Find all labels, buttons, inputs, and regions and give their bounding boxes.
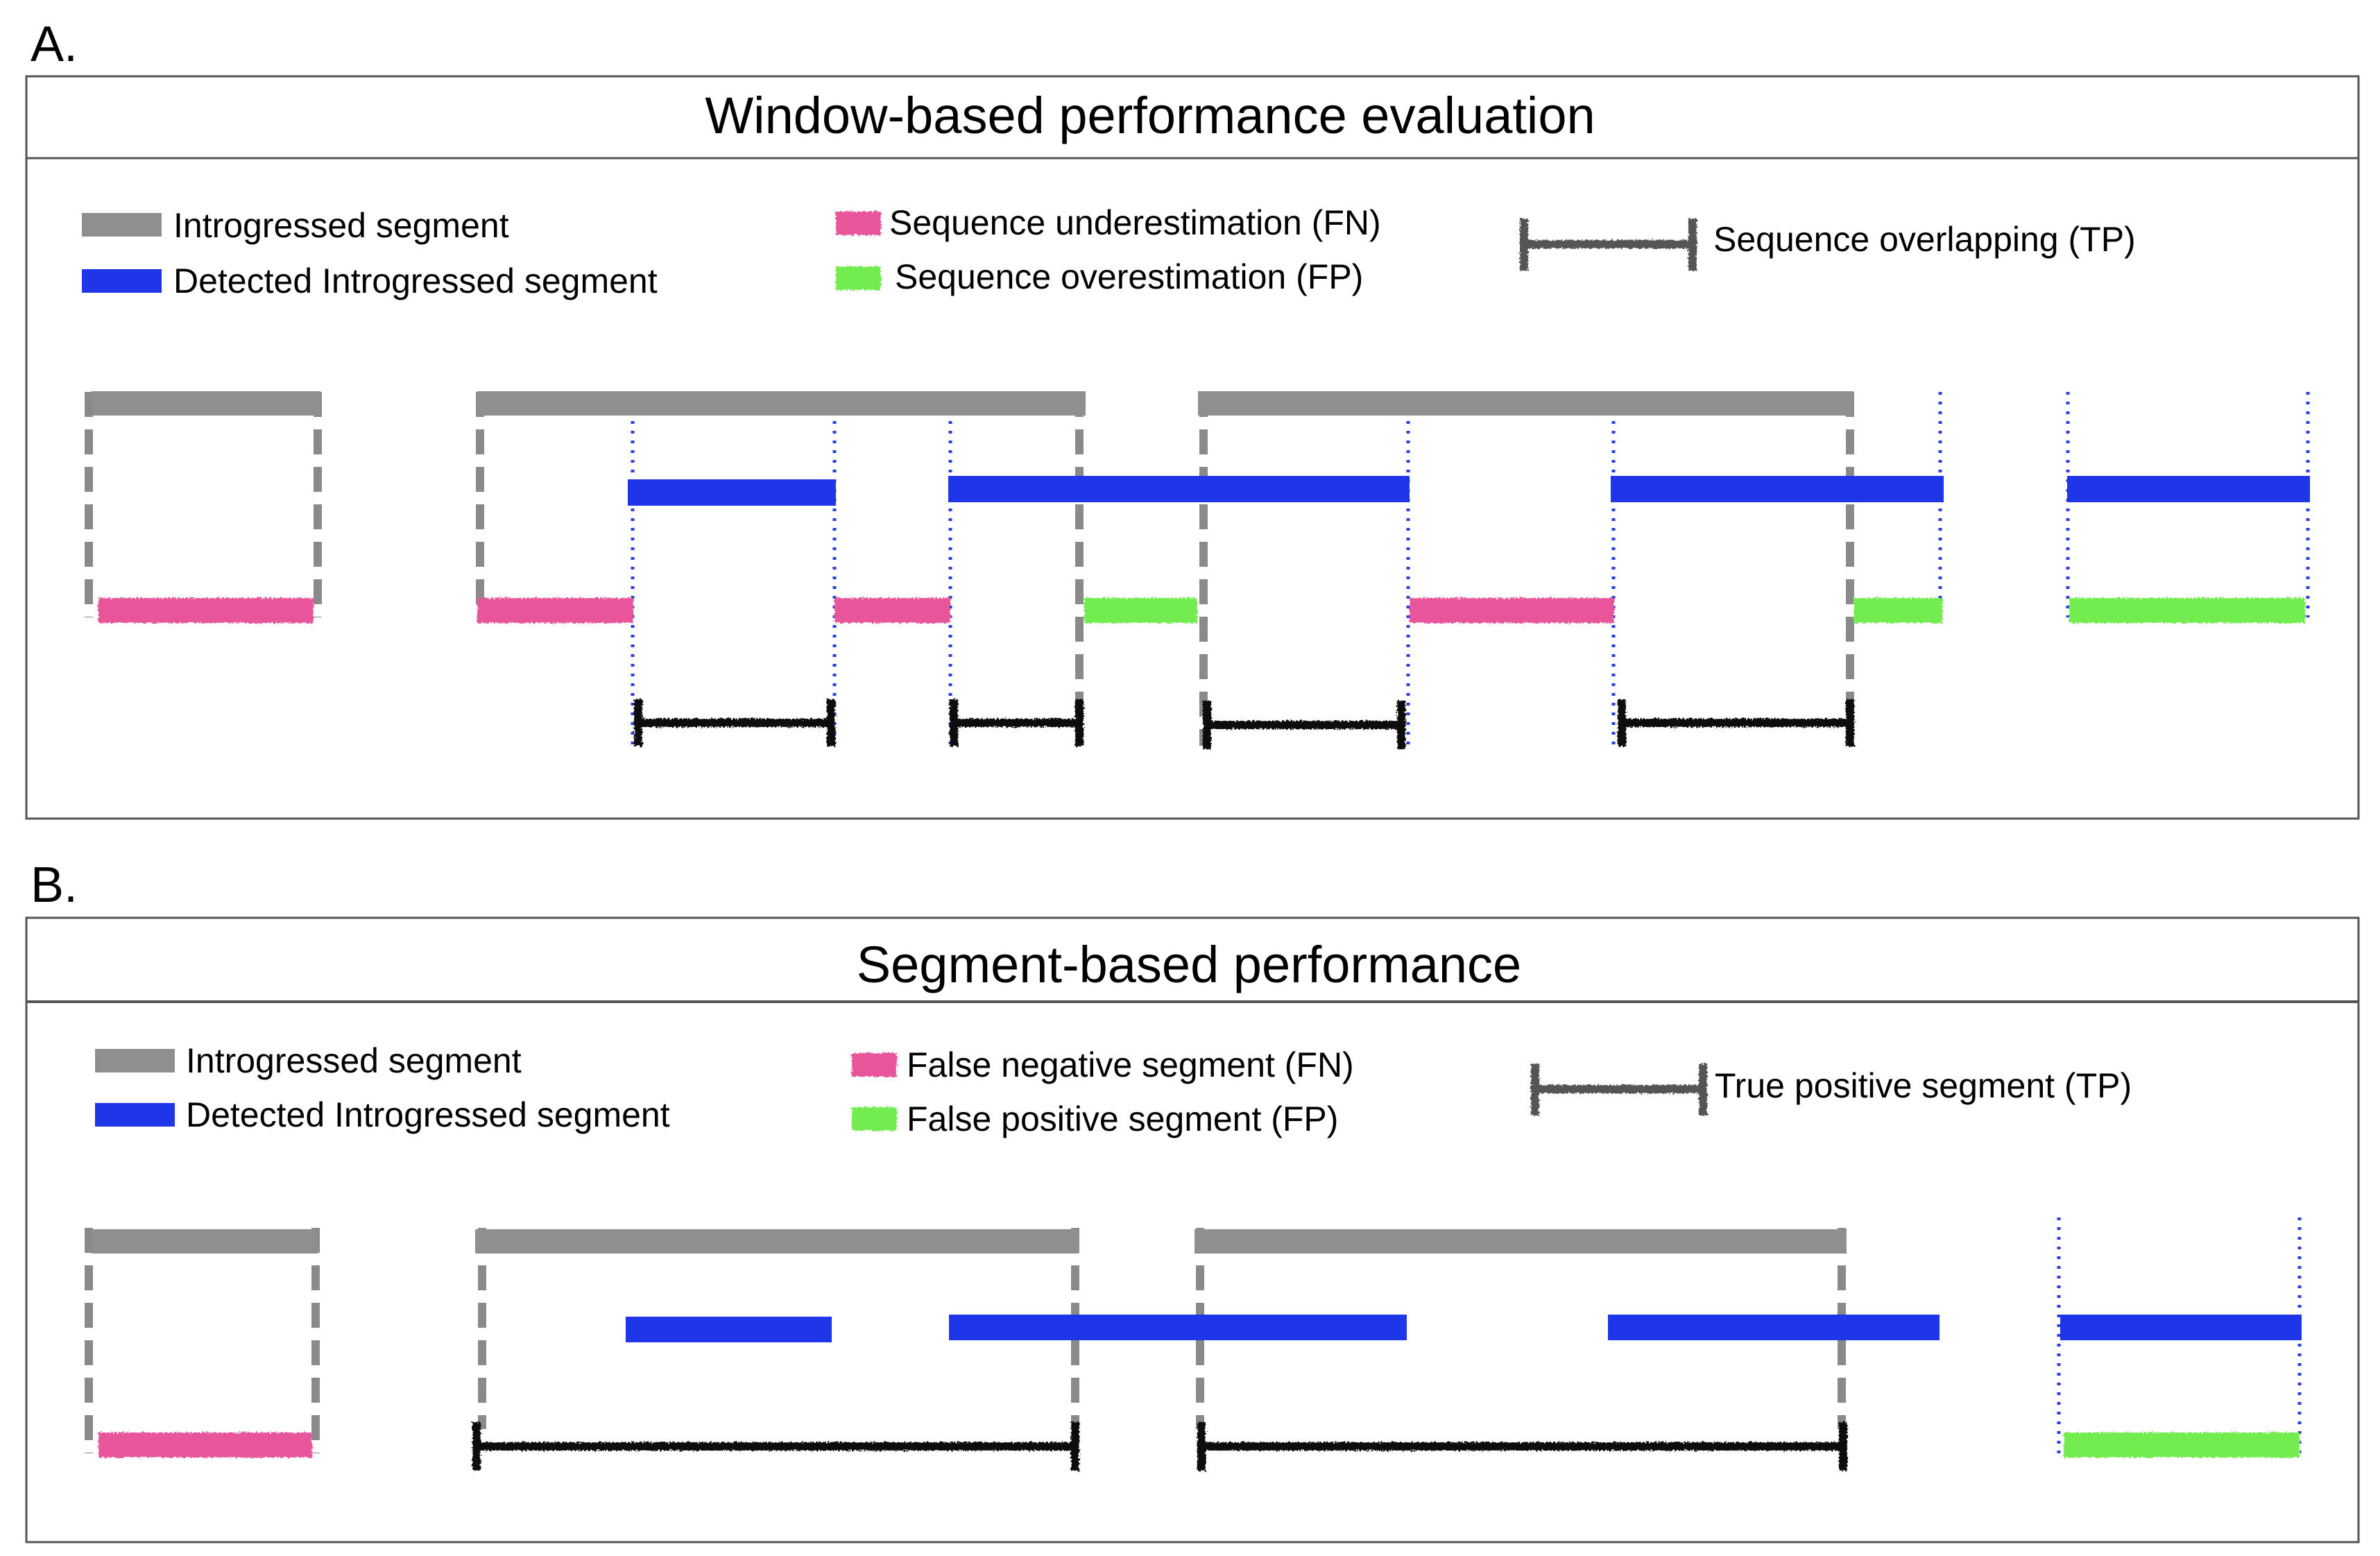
legend-tp-swatch <box>1520 219 1697 271</box>
legend-fn-swatch <box>836 212 881 235</box>
detected-bar <box>948 476 1410 502</box>
legend-detected-label: Detected Introgressed segment <box>186 1095 670 1134</box>
legend-tp-label: Sequence overlapping (TP) <box>1713 220 2136 259</box>
legend-fp-swatch <box>852 1107 897 1131</box>
fp-segment <box>1854 598 1942 623</box>
fp-segment <box>1084 598 1197 623</box>
introgressed-bar <box>92 391 320 416</box>
fp-segment <box>2069 598 2305 623</box>
panel-b-drawing <box>85 1217 2302 1471</box>
fn-segment <box>834 598 950 623</box>
panel-a-drawing <box>85 391 2310 749</box>
panel-b-frame <box>25 916 2360 1544</box>
panel-b-fp-bars <box>2064 1433 2300 1457</box>
legend-tp-swatch <box>1531 1063 1707 1115</box>
panel-b-detected-bars <box>626 1315 2302 1342</box>
legend-fp-swatch <box>836 266 881 290</box>
legend-tp-label: True positive segment (TP) <box>1715 1066 2132 1105</box>
tp-bracket <box>950 699 1084 746</box>
legend-fp-label: False positive segment (FP) <box>907 1100 1338 1138</box>
panel-a-gray-guides <box>85 392 1854 746</box>
panel-b-letter: B. <box>31 857 78 913</box>
introgressed-bar <box>475 1229 1079 1254</box>
fp-segment <box>2064 1433 2300 1457</box>
tp-bracket <box>634 699 835 746</box>
introgressed-bar <box>1195 1229 1847 1254</box>
panel-a-frame <box>25 75 2360 820</box>
detected-bar <box>626 1317 832 1342</box>
panel-a-tp-brackets <box>634 699 1854 749</box>
fn-segment <box>99 598 314 623</box>
detected-bar <box>1611 476 1944 502</box>
panel-a-detected-bars <box>628 476 2310 506</box>
panel-b-tp-brackets <box>472 1422 1847 1471</box>
panel-a-letter: A. <box>31 17 78 72</box>
panel-b-gray-guides <box>85 1228 1846 1453</box>
legend-detected-label: Detected Introgressed segment <box>173 262 658 300</box>
introgressed-bar <box>92 1229 318 1254</box>
legend-detected-swatch <box>95 1103 175 1127</box>
panel-b-title: Segment-based performance <box>857 936 1521 993</box>
fn-segment <box>99 1433 312 1457</box>
panel-b-introgressed-bars <box>92 1229 1847 1254</box>
legend-fn-swatch <box>852 1053 897 1077</box>
introgressed-bar <box>1198 391 1854 416</box>
tp-bracket <box>472 1422 1079 1471</box>
panel-a-blue-guides <box>631 392 2310 746</box>
fn-segment <box>477 598 633 623</box>
legend-introgressed-label: Introgressed segment <box>173 206 509 245</box>
legend-fp-label: Sequence overestimation (FP) <box>895 257 1363 296</box>
tp-bracket <box>1203 701 1405 749</box>
panel-a-introgressed-bars <box>92 391 1854 416</box>
panel-a: A. Window-based performance evaluation I… <box>25 17 2360 820</box>
panel-a-fp-bars <box>1084 598 2305 623</box>
legend-introgressed-label: Introgressed segment <box>186 1041 522 1080</box>
detected-bar <box>2067 476 2310 502</box>
detected-bar <box>949 1315 1407 1340</box>
panel-b: B. Segment-based performance Introgresse… <box>25 857 2360 1544</box>
tp-bracket <box>1618 699 1854 746</box>
detected-bar <box>628 479 836 506</box>
tp-bracket <box>1197 1422 1847 1471</box>
legend-detected-swatch <box>82 269 162 293</box>
legend-introgressed-swatch <box>82 213 162 237</box>
fn-segment <box>1410 598 1614 623</box>
introgressed-bar <box>477 391 1086 416</box>
panel-a-title: Window-based performance evaluation <box>705 87 1595 144</box>
panel-a-fn-bars <box>99 598 1614 623</box>
legend-introgressed-swatch <box>95 1049 175 1072</box>
panel-b-fn-bars <box>99 1433 312 1457</box>
panel-a-legend: Introgressed segment Detected Introgress… <box>82 203 2136 300</box>
legend-fn-label: Sequence underestimation (FN) <box>889 203 1381 242</box>
legend-fn-label: False negative segment (FN) <box>907 1045 1354 1084</box>
panel-b-legend: Introgressed segment Detected Introgress… <box>95 1041 2132 1138</box>
detected-bar <box>1608 1315 1940 1340</box>
detected-bar <box>2060 1315 2302 1340</box>
